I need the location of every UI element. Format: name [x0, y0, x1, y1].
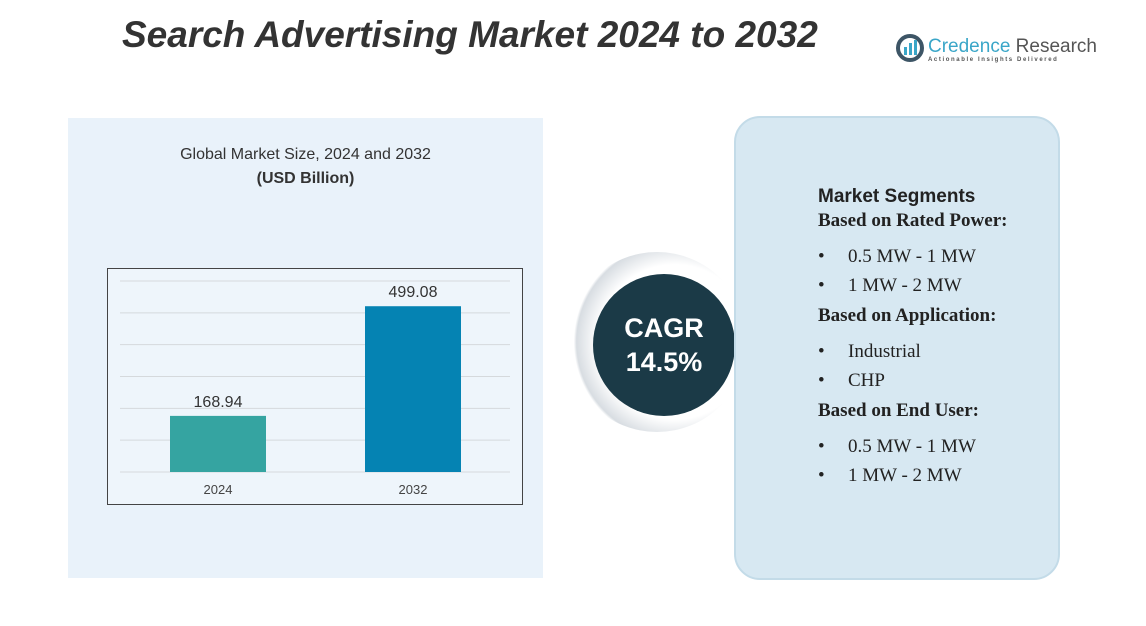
- segment-item: • 0.5 MW - 1 MW: [818, 436, 976, 458]
- logo: Credence Research Actionable Insights De…: [896, 34, 1097, 64]
- segment-group-title: Based on Rated Power:: [818, 210, 1008, 231]
- bar-2032: [365, 306, 461, 472]
- bar-2024: [170, 415, 266, 472]
- page-title: Search Advertising Market 2024 to 2032: [122, 14, 818, 55]
- segment-group-title: Based on Application:: [818, 305, 997, 326]
- bullet-icon: •: [818, 436, 825, 457]
- chart-area: 168.94 2024 499.08 2032: [107, 268, 523, 505]
- logo-tagline: Actionable Insights Delivered: [928, 57, 1059, 63]
- segment-item-label: 0.5 MW - 1 MW: [848, 436, 976, 457]
- bullet-icon: •: [818, 341, 825, 362]
- logo-text: Credence Research: [928, 36, 1097, 58]
- chart-subtitle: (USD Billion): [256, 170, 355, 187]
- segment-item: • 1 MW - 2 MW: [818, 465, 962, 487]
- segment-item: • 1 MW - 2 MW: [818, 275, 962, 297]
- segment-item-label: 1 MW - 2 MW: [848, 465, 962, 486]
- bullet-icon: •: [818, 370, 825, 391]
- x-tick-label: 2024: [204, 482, 233, 497]
- bullet-icon: •: [818, 275, 825, 296]
- segments-heading: Market Segments: [818, 186, 976, 207]
- segment-group-title: Based on End User:: [818, 400, 979, 421]
- bullet-icon: •: [818, 246, 825, 267]
- segment-item: • Industrial: [818, 341, 921, 363]
- segment-item: • 0.5 MW - 1 MW: [818, 246, 976, 268]
- chart-title: Global Market Size, 2024 and 2032: [180, 146, 431, 163]
- bullet-icon: •: [818, 465, 825, 486]
- x-tick-label: 2032: [399, 482, 428, 497]
- segment-item-label: 0.5 MW - 1 MW: [848, 246, 976, 267]
- segment-item: • CHP: [818, 370, 885, 392]
- logo-icon: [896, 34, 924, 62]
- segment-item-label: 1 MW - 2 MW: [848, 275, 962, 296]
- cagr-label: CAGR: [624, 313, 704, 343]
- logo-brand1: Credence: [928, 36, 1011, 57]
- cagr-value: 14.5%: [625, 347, 703, 377]
- data-label: 499.08: [389, 284, 438, 301]
- bar-chart: 168.94 2024 499.08 2032: [120, 280, 510, 497]
- segment-item-label: Industrial: [848, 341, 921, 362]
- data-label: 168.94: [194, 394, 243, 411]
- segments-panel: Market Segments Based on Rated Power: • 0.…: [734, 116, 1060, 580]
- logo-brand2: Research: [1015, 36, 1097, 57]
- segment-item-label: CHP: [848, 370, 885, 391]
- cagr-badge: CAGR 14.5%: [593, 274, 735, 416]
